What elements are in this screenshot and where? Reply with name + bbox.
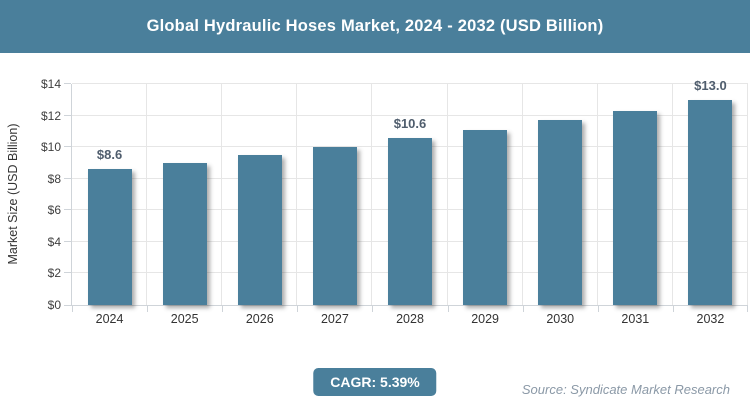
x-tick-label: 2032 <box>696 312 725 326</box>
bar-value-label: $10.6 <box>393 115 427 131</box>
y-tick-mark <box>64 83 71 84</box>
source-attribution: Source: Syndicate Market Research <box>521 382 730 397</box>
x-tick-label: 2029 <box>471 312 500 326</box>
chart-title-bar: Global Hydraulic Hoses Market, 2024 - 20… <box>0 0 750 53</box>
y-tick-mark <box>64 146 71 148</box>
x-tick-label: 2030 <box>546 312 575 326</box>
x-tick-mark <box>522 306 524 312</box>
x-tick-mark <box>597 306 599 312</box>
x-tick-label: 2027 <box>320 312 349 326</box>
x-tick-mark <box>72 306 73 312</box>
bar-value-label: $13.0 <box>694 77 727 93</box>
y-tick-label: $0 <box>47 298 61 312</box>
bar-2028 <box>388 137 432 305</box>
y-tick-mark <box>64 240 71 242</box>
x-tick-mark <box>447 306 449 312</box>
y-tick-mark <box>64 114 71 116</box>
y-tick-label: $2 <box>47 266 61 281</box>
chart-title: Global Hydraulic Hoses Market, 2024 - 20… <box>146 17 604 35</box>
bar-value-label: $8.6 <box>96 147 123 163</box>
v-gridline <box>446 84 448 305</box>
x-tick-mark <box>297 306 299 312</box>
v-gridline <box>146 84 148 305</box>
v-gridline <box>371 84 373 305</box>
bar-2029 <box>463 129 508 305</box>
x-tick-label: 2026 <box>245 312 274 326</box>
y-gridline <box>72 83 748 84</box>
v-gridline <box>596 84 598 305</box>
x-tick-mark <box>147 306 149 312</box>
x-tick-label: 2024 <box>95 312 124 326</box>
y-axis-title: Market Size (USD Billion) <box>6 123 20 265</box>
v-gridline <box>521 84 523 305</box>
y-gridline <box>72 114 748 116</box>
v-gridline <box>221 84 223 305</box>
x-tick-mark <box>747 306 748 312</box>
y-tick-label: $6 <box>47 203 61 218</box>
v-gridline <box>671 84 673 305</box>
bar-2026 <box>237 155 282 305</box>
v-gridline <box>296 84 298 305</box>
x-tick-mark <box>372 306 374 312</box>
y-tick-mark <box>64 305 71 306</box>
bar-2032 <box>688 99 733 305</box>
y-tick-label: $12 <box>40 108 61 123</box>
y-tick-mark <box>64 272 71 274</box>
plot-area: $0 $2 $4 $6 $8 $10 $12 $14 2024 2025 2026 2027 2028 2… <box>41 78 748 326</box>
bar-2031 <box>613 110 658 305</box>
x-tick-label: 2028 <box>396 312 424 326</box>
x-tick-mark <box>222 306 224 312</box>
v-gridline <box>747 84 748 305</box>
x-tick-label: 2031 <box>621 312 650 326</box>
bar-2027 <box>312 147 357 305</box>
y-tick-label: $10 <box>40 140 61 155</box>
bar-2030 <box>538 120 583 305</box>
y-tick-mark <box>64 177 71 179</box>
y-tick-label: $14 <box>40 77 61 91</box>
cagr-badge: CAGR: 5.39% <box>313 368 437 396</box>
x-tick-mark <box>672 306 674 312</box>
x-tick-label: 2025 <box>170 312 199 326</box>
y-tick-mark <box>64 209 71 211</box>
bar-2025 <box>162 162 207 305</box>
bar-2024 <box>87 169 132 305</box>
y-tick-label: $8 <box>47 171 61 186</box>
y-tick-label: $4 <box>47 234 61 249</box>
